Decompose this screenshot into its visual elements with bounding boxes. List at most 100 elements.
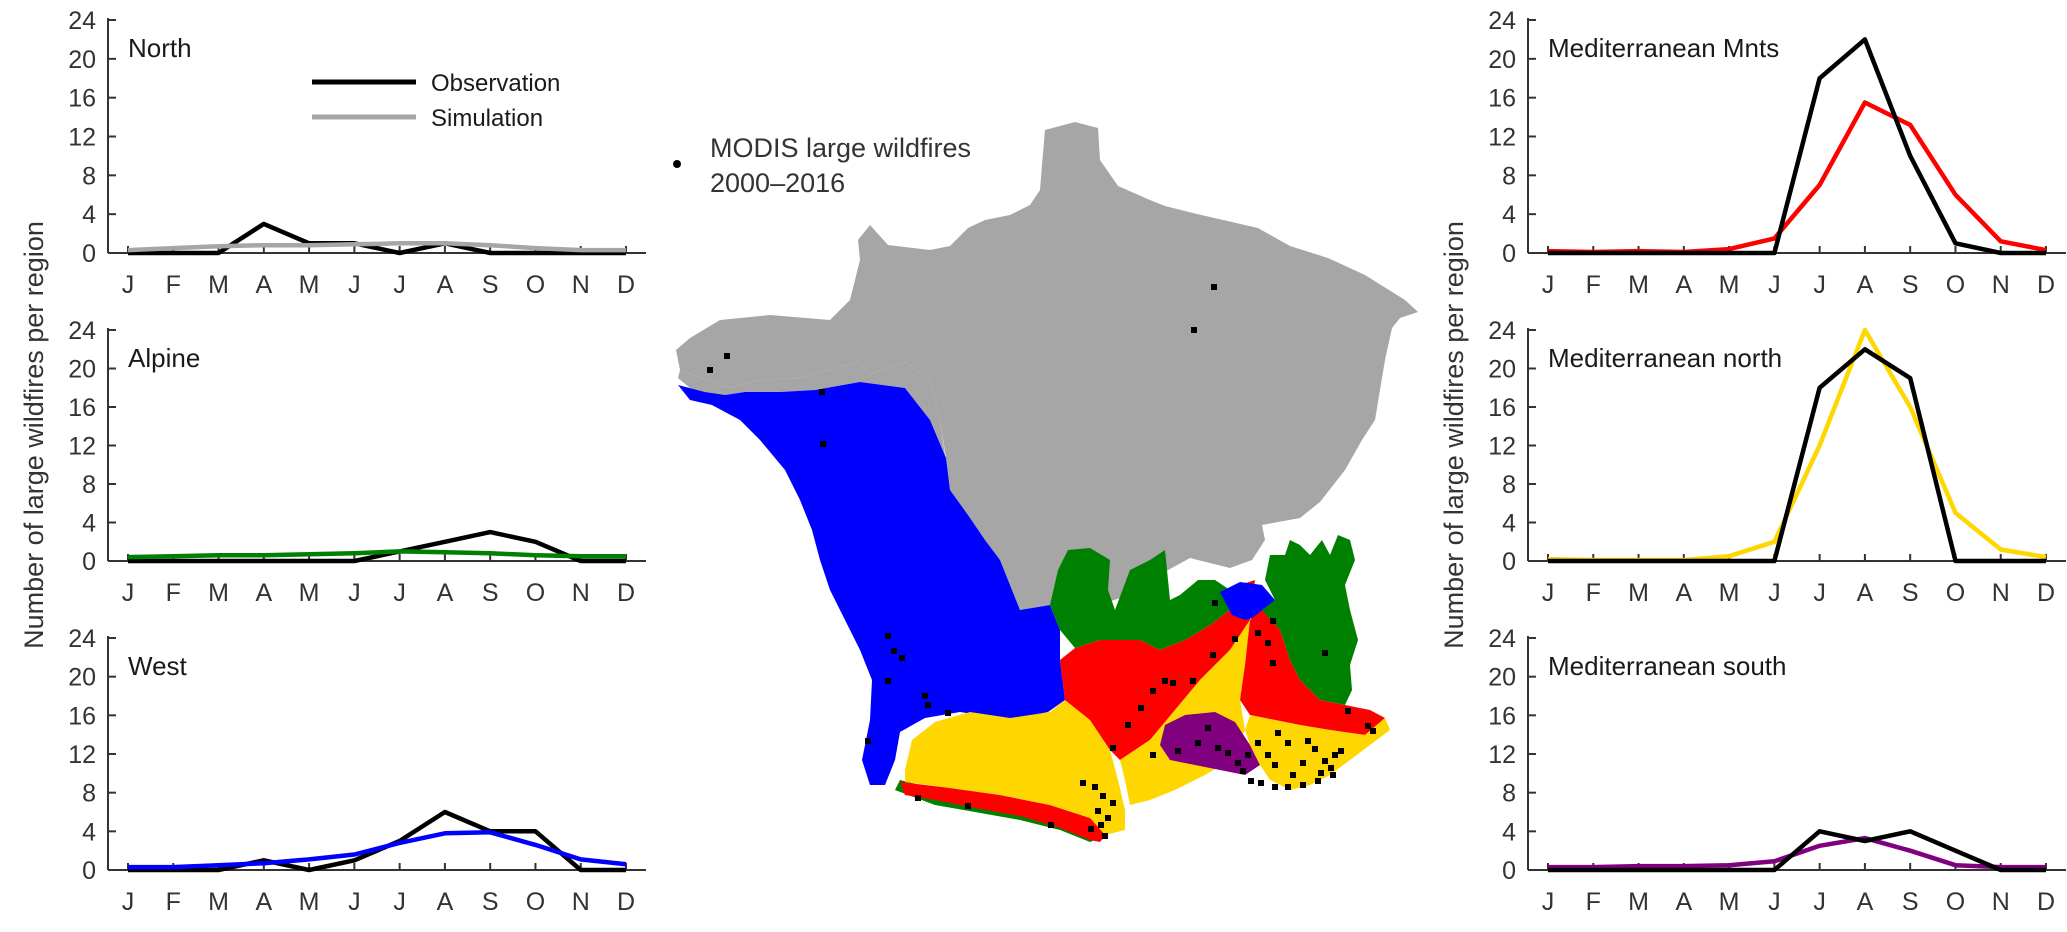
x-tick-label: O bbox=[1946, 579, 1965, 607]
x-tick-label: N bbox=[572, 579, 590, 607]
y-tick-label: 24 bbox=[1488, 317, 1516, 345]
y-tick-label: 24 bbox=[68, 317, 96, 345]
x-tick-label: A bbox=[1675, 271, 1692, 299]
x-tick-label: A bbox=[437, 579, 454, 607]
y-tick-label: 8 bbox=[1502, 780, 1516, 808]
x-tick-label: O bbox=[526, 888, 545, 916]
x-tick-label: N bbox=[1992, 271, 2010, 299]
x-tick-label: M bbox=[208, 579, 229, 607]
y-tick-label: 20 bbox=[68, 356, 96, 384]
x-tick-label: A bbox=[1857, 888, 1874, 916]
france-region-map: MODIS large wildfires 2000–2016 bbox=[673, 122, 1418, 842]
x-tick-label: J bbox=[393, 579, 406, 607]
y-tick-label: 24 bbox=[1488, 625, 1516, 653]
observation-line bbox=[128, 529, 626, 564]
x-tick-label: S bbox=[482, 579, 499, 607]
y-tick-label: 12 bbox=[1488, 433, 1516, 461]
map-region-med-north-west bbox=[905, 700, 1125, 835]
fire-points bbox=[707, 284, 1376, 839]
x-tick-label: O bbox=[526, 579, 545, 607]
x-tick-label: D bbox=[617, 888, 635, 916]
x-tick-label: D bbox=[2037, 579, 2055, 607]
map-region-med-mnts-central bbox=[1060, 580, 1255, 760]
y-tick-label: 20 bbox=[68, 664, 96, 692]
y-tick-label: 16 bbox=[68, 85, 96, 113]
x-tick-label: O bbox=[526, 271, 545, 299]
simulation-line bbox=[1547, 100, 2047, 255]
x-tick-label: M bbox=[1719, 888, 1740, 916]
x-tick-label: S bbox=[482, 888, 499, 916]
y-tick-label: 24 bbox=[68, 7, 96, 35]
observation-line bbox=[1548, 37, 2046, 256]
y-tick-label: 16 bbox=[68, 394, 96, 422]
y-tick-label: 20 bbox=[1488, 46, 1516, 74]
y-tick-label: 4 bbox=[82, 510, 96, 538]
map-legend-fire-marker bbox=[673, 160, 681, 168]
map-region-west-alps-patch bbox=[1220, 582, 1275, 620]
x-tick-label: J bbox=[1542, 888, 1555, 916]
y-tick-label: 0 bbox=[82, 857, 96, 885]
y-tick-label: 12 bbox=[68, 741, 96, 769]
x-tick-label: M bbox=[208, 271, 229, 299]
x-tick-label: M bbox=[299, 271, 320, 299]
x-tick-label: J bbox=[348, 271, 361, 299]
panel-title: West bbox=[128, 651, 188, 681]
x-tick-label: M bbox=[299, 888, 320, 916]
x-tick-label: F bbox=[166, 271, 181, 299]
x-tick-label: J bbox=[122, 579, 135, 607]
y-tick-label: 8 bbox=[82, 162, 96, 190]
map-region-med-north-east bbox=[1245, 715, 1390, 790]
x-tick-label: F bbox=[166, 579, 181, 607]
x-tick-label: D bbox=[617, 271, 635, 299]
x-tick-label: J bbox=[122, 271, 135, 299]
y-tick-label: 24 bbox=[1488, 7, 1516, 35]
panel-title: North bbox=[128, 33, 192, 63]
legend-simulation-label: Simulation bbox=[431, 105, 543, 132]
x-tick-label: A bbox=[437, 271, 454, 299]
x-tick-label: J bbox=[1813, 579, 1826, 607]
x-tick-label: O bbox=[1946, 271, 1965, 299]
x-tick-label: J bbox=[1813, 888, 1826, 916]
observation-line bbox=[128, 809, 626, 873]
x-tick-label: F bbox=[1586, 579, 1601, 607]
map-region-pyrenees-red bbox=[900, 782, 1110, 842]
x-tick-label: A bbox=[255, 579, 272, 607]
x-tick-label: F bbox=[166, 888, 181, 916]
x-tick-label: M bbox=[1628, 579, 1649, 607]
x-tick-label: M bbox=[1719, 271, 1740, 299]
y-tick-label: 0 bbox=[1502, 548, 1516, 576]
y-tick-label: 20 bbox=[1488, 356, 1516, 384]
y-axis-label-left: Number of large wildfires per region bbox=[19, 221, 49, 649]
x-tick-label: D bbox=[2037, 888, 2055, 916]
map-legend-years: 2000–2016 bbox=[710, 168, 845, 198]
x-tick-label: J bbox=[1768, 271, 1781, 299]
panel-title: Mediterranean north bbox=[1548, 343, 1782, 373]
x-tick-label: F bbox=[1586, 271, 1601, 299]
y-tick-label: 0 bbox=[82, 240, 96, 268]
map-region-alpine-central bbox=[1050, 548, 1240, 650]
map-region-north-brittany bbox=[678, 362, 950, 490]
simulation-line bbox=[128, 830, 627, 870]
y-tick-label: 4 bbox=[1502, 818, 1516, 846]
map-region-north bbox=[676, 122, 1418, 610]
y-tick-label: 16 bbox=[1488, 702, 1516, 730]
x-tick-label: S bbox=[482, 271, 499, 299]
y-tick-label: 4 bbox=[1502, 201, 1516, 229]
x-tick-label: J bbox=[393, 271, 406, 299]
x-tick-label: J bbox=[1813, 271, 1826, 299]
x-tick-label: N bbox=[1992, 579, 2010, 607]
y-tick-label: 8 bbox=[82, 471, 96, 499]
x-tick-label: O bbox=[1946, 888, 1965, 916]
x-tick-label: A bbox=[1857, 271, 1874, 299]
y-tick-label: 16 bbox=[1488, 85, 1516, 113]
y-tick-label: 12 bbox=[68, 433, 96, 461]
x-tick-label: D bbox=[2037, 271, 2055, 299]
